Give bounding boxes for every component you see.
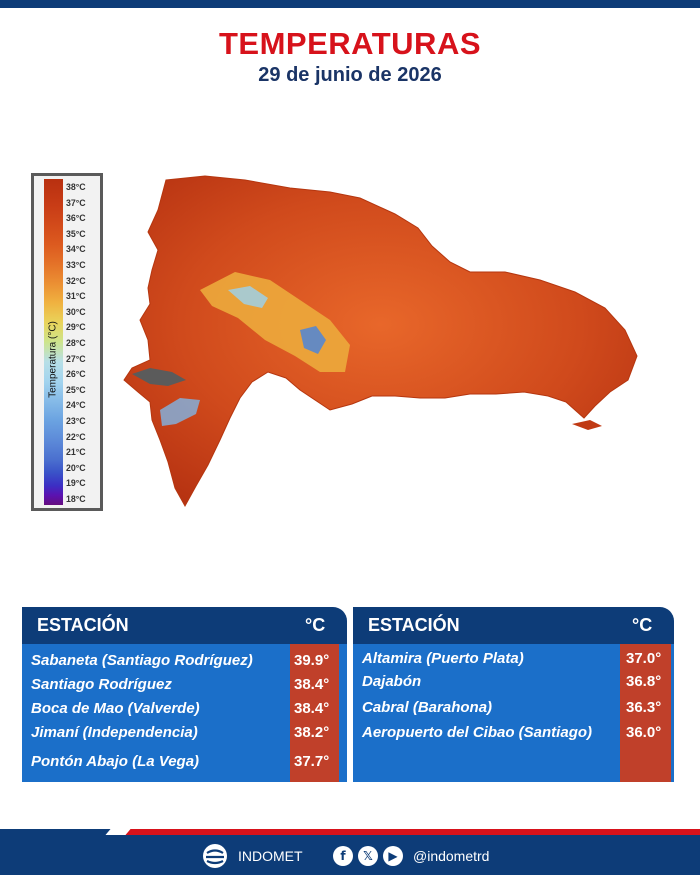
social-handle: @indometrd [413, 848, 490, 864]
island-landmass [123, 175, 638, 508]
table-row: Santiago Rodríguez 38.4° [22, 673, 347, 697]
page-title: TEMPERATURAS [218, 26, 482, 61]
temperature-map [123, 175, 638, 508]
station-temp: 37.7° [294, 753, 330, 770]
station-temp: 36.0° [626, 724, 662, 741]
table-header: ESTACIÓN °C [353, 607, 674, 644]
station-name: Dajabón [362, 673, 422, 690]
cool-peaks [228, 286, 268, 308]
station-temp: 36.3° [626, 699, 662, 716]
header-station: ESTACIÓN [37, 615, 129, 635]
table-row: Aeropuerto del Cibao (Santiago) 36.0° [353, 721, 674, 745]
table-row: Altamira (Puerto Plata) 37.0° [353, 647, 674, 671]
legend-tick: 36°C [66, 213, 86, 224]
legend-axis-label: Temperatura (°C) [47, 321, 59, 398]
table-row: Jimaní (Independencia) 38.2° [22, 721, 347, 745]
legend-tick: 37°C [66, 197, 86, 208]
header-station: ESTACIÓN [368, 615, 460, 635]
station-temp: 38.4° [294, 676, 330, 693]
header-unit: °C [305, 615, 326, 635]
station-name: Pontón Abajo (La Vega) [31, 753, 200, 770]
legend-tick: 25°C [66, 384, 86, 395]
top-bar [0, 0, 700, 8]
x-icon[interactable]: 𝕏 [358, 846, 378, 866]
table-row: Boca de Mao (Valverde) 38.4° [22, 697, 347, 721]
station-name: Altamira (Puerto Plata) [362, 650, 524, 667]
legend-ticks: 38°C 37°C 36°C 35°C 34°C 33°C 32°C 31°C … [66, 180, 102, 507]
table-row: Dajabón 36.8° [353, 670, 674, 694]
legend-tick: 29°C [66, 322, 86, 333]
legend-tick: 27°C [66, 353, 86, 364]
legend-tick: 24°C [66, 400, 86, 411]
footer-stripe [120, 829, 700, 835]
station-temp: 39.9° [294, 652, 330, 669]
page-date: 29 de junio de 2026 [258, 64, 442, 86]
legend-tick: 33°C [66, 259, 86, 270]
station-temp: 38.2° [294, 724, 330, 741]
stations-table-left: ESTACIÓN °C Sabaneta (Santiago Rodríguez… [22, 607, 347, 783]
legend-tick: 32°C [66, 275, 86, 286]
legend-tick: 26°C [66, 369, 86, 380]
station-name: Santiago Rodríguez [31, 676, 172, 693]
station-name: Jimaní (Independencia) [31, 724, 198, 741]
legend-tick: 21°C [66, 447, 86, 458]
legend-tick: 35°C [66, 228, 86, 239]
legend-tick: 28°C [66, 337, 86, 348]
southwest-highlands [160, 398, 200, 426]
legend-color-scale [44, 179, 63, 505]
station-name: Cabral (Barahona) [362, 699, 493, 716]
legend-tick: 19°C [66, 478, 86, 489]
station-name: Boca de Mao (Valverde) [31, 700, 200, 717]
legend-tick: 18°C [66, 493, 86, 504]
brand-name: INDOMET [238, 848, 303, 864]
legend-tick: 38°C [66, 182, 86, 192]
temperature-legend: Temperatura (°C) 38°C 37°C 36°C 35°C 34°… [31, 173, 103, 511]
legend-tick: 34°C [66, 244, 86, 255]
saona-island [572, 420, 602, 430]
station-temp: 38.4° [294, 700, 330, 717]
table-header: ESTACIÓN °C [22, 607, 347, 644]
station-name: Sabaneta (Santiago Rodríguez) [31, 652, 253, 669]
legend-tick: 30°C [66, 306, 86, 317]
header-unit: °C [632, 615, 653, 635]
stations-table-right: ESTACIÓN °C Altamira (Puerto Plata) 37.0… [353, 607, 674, 783]
indomet-logo-icon [203, 844, 227, 868]
legend-tick: 23°C [66, 415, 86, 426]
temp-column [620, 644, 671, 782]
table-row: Cabral (Barahona) 36.3° [353, 696, 674, 720]
cool-peaks-2 [300, 326, 326, 354]
legend-tick: 31°C [66, 291, 86, 302]
table-row: Pontón Abajo (La Vega) 37.7° [22, 750, 347, 774]
legend-tick: 22°C [66, 431, 86, 442]
temp-column [290, 644, 339, 782]
table-row: Sabaneta (Santiago Rodríguez) 39.9° [22, 649, 347, 673]
lake-enriquillo [132, 368, 186, 386]
station-temp: 37.0° [626, 650, 662, 667]
legend-tick: 20°C [66, 462, 86, 473]
facebook-icon[interactable]: f [333, 846, 353, 866]
youtube-icon[interactable]: ▶ [383, 846, 403, 866]
station-temp: 36.8° [626, 673, 662, 690]
station-name: Aeropuerto del Cibao (Santiago) [362, 724, 593, 741]
